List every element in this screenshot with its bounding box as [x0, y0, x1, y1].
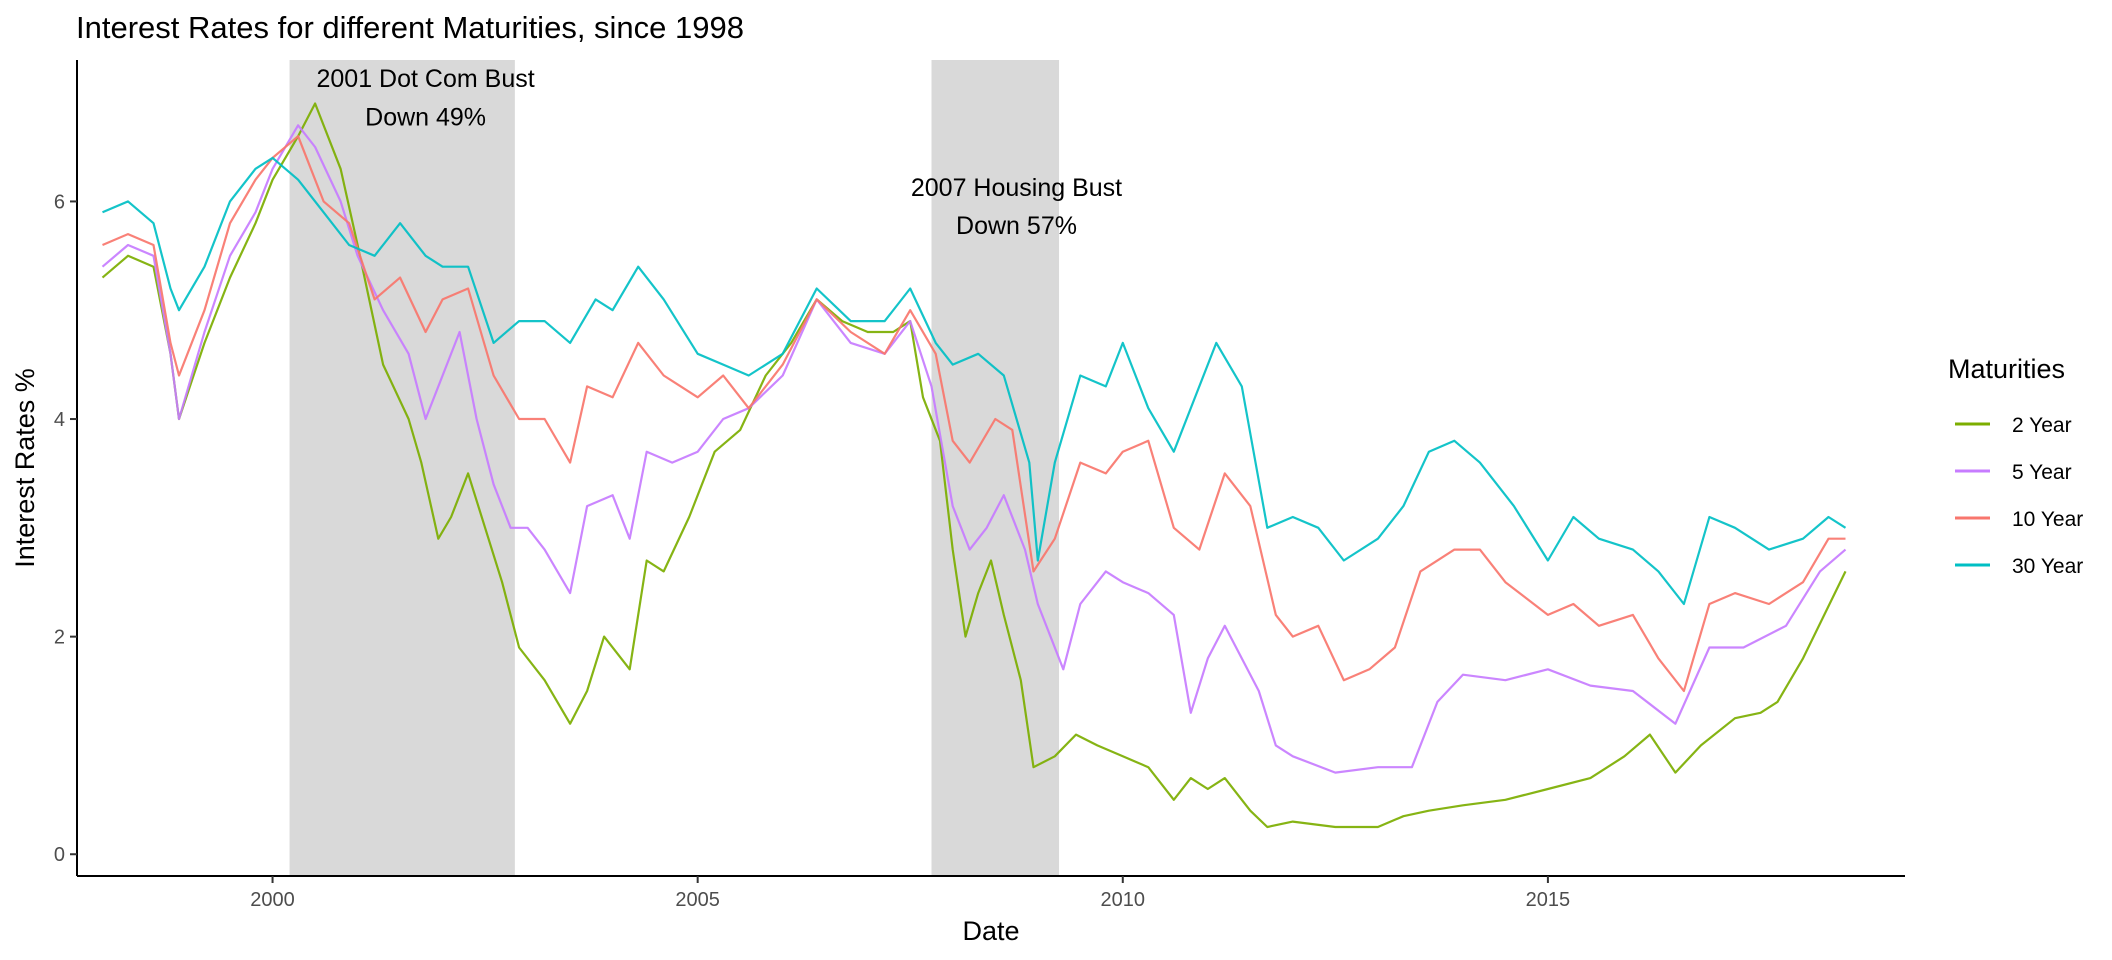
- annotation-layer: 2001 Dot Com Bust Down 49% 2007 Housing Bu…: [317, 65, 1123, 240]
- series-line-10-year: [102, 135, 1846, 693]
- recession-band-1: [289, 60, 515, 876]
- legend-title: Maturities: [1948, 354, 2065, 384]
- y-axis-title: Interest Rates %: [10, 368, 40, 568]
- chart-title: Interest Rates for different Maturities,…: [76, 10, 744, 45]
- x-tick-label-2010: 2010: [1101, 889, 1146, 911]
- legend-label-30-year: 30 Year: [2012, 555, 2083, 578]
- recession-shading-layer: [289, 60, 1060, 876]
- series-line-30-year: [102, 156, 1847, 606]
- ticks: 0 2 4 6 2000 2005 2010 2015: [54, 191, 1570, 911]
- legend-label-10-year: 10 Year: [2012, 508, 2083, 531]
- legend: Maturities 2 Year 5 Year 10 Year 30 Year: [1948, 354, 2083, 578]
- y-tick-label-6: 6: [54, 191, 65, 213]
- x-tick-label-2015: 2015: [1526, 889, 1571, 911]
- y-tick-label-2: 2: [54, 627, 65, 649]
- recession-annotation-change-2: Down 57%: [956, 212, 1077, 240]
- legend-label-5-year: 5 Year: [2012, 461, 2072, 484]
- axes: [76, 60, 1905, 877]
- x-tick-label-2005: 2005: [675, 889, 720, 911]
- y-tick-label-4: 4: [54, 409, 65, 431]
- series-layer: [101, 102, 1847, 829]
- y-tick-label-0: 0: [54, 844, 65, 866]
- recession-annotation-title-1: 2001 Dot Com Bust: [317, 65, 535, 93]
- recession-band-2: [931, 60, 1060, 876]
- legend-label-2-year: 2 Year: [2012, 414, 2072, 437]
- x-tick-label-2000: 2000: [250, 889, 295, 911]
- recession-annotation-change-1: Down 49%: [365, 103, 486, 131]
- recession-annotation-title-2: 2007 Housing Bust: [911, 174, 1122, 202]
- x-axis-title: Date: [962, 916, 1019, 946]
